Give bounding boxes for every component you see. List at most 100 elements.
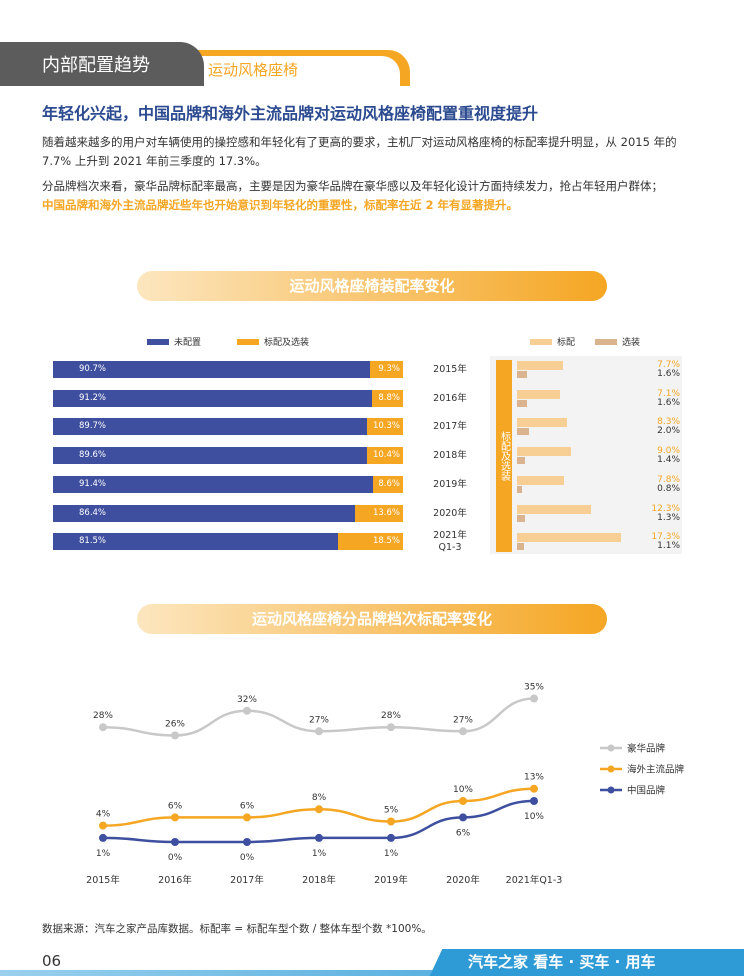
value-label-optional: 2.0% [657,426,680,437]
legend-label: 标配 [557,338,576,348]
headline: 年轻化兴起，中国品牌和海外主流品牌对运动风格座椅配置重视度提升 [42,104,539,123]
bar-segment-unconfigured: 81.5% [53,533,339,551]
legend-item-standard: 标配 [530,335,575,348]
data-label: 5% [384,806,399,816]
value-label-standard: 17.3% [651,532,680,543]
data-label: 1% [96,849,111,859]
year-label: 2017年 [433,421,467,433]
year-label: 2018年 [433,450,467,462]
legend-label: 海外主流品牌 [627,764,685,776]
bar-segment-standard-optional: 18.5% [338,533,403,551]
bar-optional [517,371,527,378]
paragraph-highlight: 中国品牌和海外主流品牌近些年也开始意识到年轻化的重要性，标配率在近 2 年有显著… [42,198,519,212]
bar-segment-unconfigured: 91.4% [53,475,373,493]
value-label-optional: 1.3% [657,512,680,523]
panel-axis-label: 标配及选装 [496,360,512,552]
section-1-title: 运动风格座椅装配率变化 [137,271,607,301]
bar-segment-standard-optional: 8.6% [372,475,403,493]
paragraph-2: 分品牌档次来看，豪华品牌标配率最高，主要是因为豪华品牌在豪华感以及年轻化设计方面… [42,179,663,193]
bar-optional [517,514,525,522]
year-label: 2019年 [433,478,467,490]
legend-label: 中国品牌 [627,785,666,797]
x-tick-label: 2020年 [446,874,480,886]
legend-swatch [237,338,259,345]
legend-label: 选装 [622,338,641,348]
section-header: 运动风格座椅 内部配置趋势 [0,42,410,86]
stacked-bar-row: 81.5% 18.5% [53,533,403,551]
bar-optional [517,485,522,493]
bar-standard [517,418,567,428]
data-label: 10% [524,812,544,822]
bar-segment-unconfigured: 91.2% [53,389,373,407]
stacked-bar-row: 89.7% 10.3% [53,418,403,436]
data-point [99,833,107,842]
bar-standard [517,504,591,514]
legend-item-standard-optional: 标配及选装 [237,335,309,348]
data-point [459,797,467,805]
data-point [243,838,251,846]
data-label: 13% [524,773,544,783]
header-subtitle: 运动风格座椅 [208,61,299,79]
data-label: 6% [456,828,471,838]
data-point [243,706,251,715]
year-label: 2020年 [433,507,467,519]
bar-standard [517,389,560,399]
value-label-standard: 7.7% [657,360,680,370]
data-point [171,838,179,846]
value-label-standard: 9.0% [657,446,680,457]
data-label: 35% [524,683,544,693]
footer-slogan: 汽车之家 看车 · 买车 · 用车 [468,953,656,971]
legend-marker [607,744,615,752]
legend-label: 未配置 [174,338,202,348]
stacked-bar-row: 86.4% 13.6% [53,504,403,522]
data-point [459,727,467,736]
bar-segment-standard-optional: 8.8% [372,389,403,407]
value-label-optional: 1.4% [657,455,680,466]
value-label-optional: 1.6% [657,397,680,408]
data-label: 6% [168,801,183,811]
value-label-optional: 0.8% [657,483,680,494]
bar-segment-unconfigured: 89.7% [53,418,367,436]
data-label: 32% [237,695,257,705]
legend-label: 标配及选装 [264,338,310,348]
data-point [171,731,179,740]
legend-swatch [595,338,617,345]
bar-standard [517,475,564,485]
data-label: 6% [240,801,255,811]
bar-segment-standard-optional: 10.3% [366,418,403,436]
data-label: 0% [240,853,255,863]
value-label-standard: 12.3% [651,503,680,514]
stacked-bar-row: 91.2% 8.8% [53,389,403,407]
data-label: 4% [96,810,111,820]
bar-segment-standard-optional: 13.6% [355,504,403,522]
bar-optional [517,399,527,407]
bar-standard [517,447,571,457]
data-point [315,833,323,842]
footer-bar [0,970,744,976]
legend-item-unconfigured: 未配置 [147,335,201,348]
header-title-tab: 内部配置趋势 [0,42,204,86]
bar-standard [517,533,621,543]
bar-segment-standard-optional: 10.4% [366,447,403,465]
data-point [315,727,323,736]
x-tick-label: 2021年Q1-3 [506,874,563,886]
legend-swatch [147,338,169,345]
data-label: 26% [165,719,185,729]
section-title: 内部配置趋势 [42,55,150,76]
bar-optional [517,428,529,436]
brand-line-chart: 28% 26% 32% 27% 28% 27% 35% 豪华品牌 4% 6% 6% 8% 5% 10% 13… [86,683,685,887]
stacked-bar-row: 91.4% 8.6% [53,475,403,493]
value-label-standard: 7.1% [657,388,680,399]
data-label: 8% [312,793,327,803]
data-point [387,723,395,732]
data-label: 27% [453,715,473,725]
bar-segment-unconfigured: 90.7% [53,361,371,378]
data-point [530,784,538,793]
x-tick-label: 2015年 [86,874,120,886]
year-label: 2021年 Q1-3 [433,530,467,554]
x-tick-label: 2016年 [158,874,192,886]
bar-segment-unconfigured: 89.6% [53,447,367,465]
paragraph-1: 随着越来越多的用户对车辆使用的操控感和年轻化有了更高的要求，主机厂对运动风格座椅… [42,135,677,168]
legend-label: 豪华品牌 [627,743,666,755]
data-point [530,694,538,703]
